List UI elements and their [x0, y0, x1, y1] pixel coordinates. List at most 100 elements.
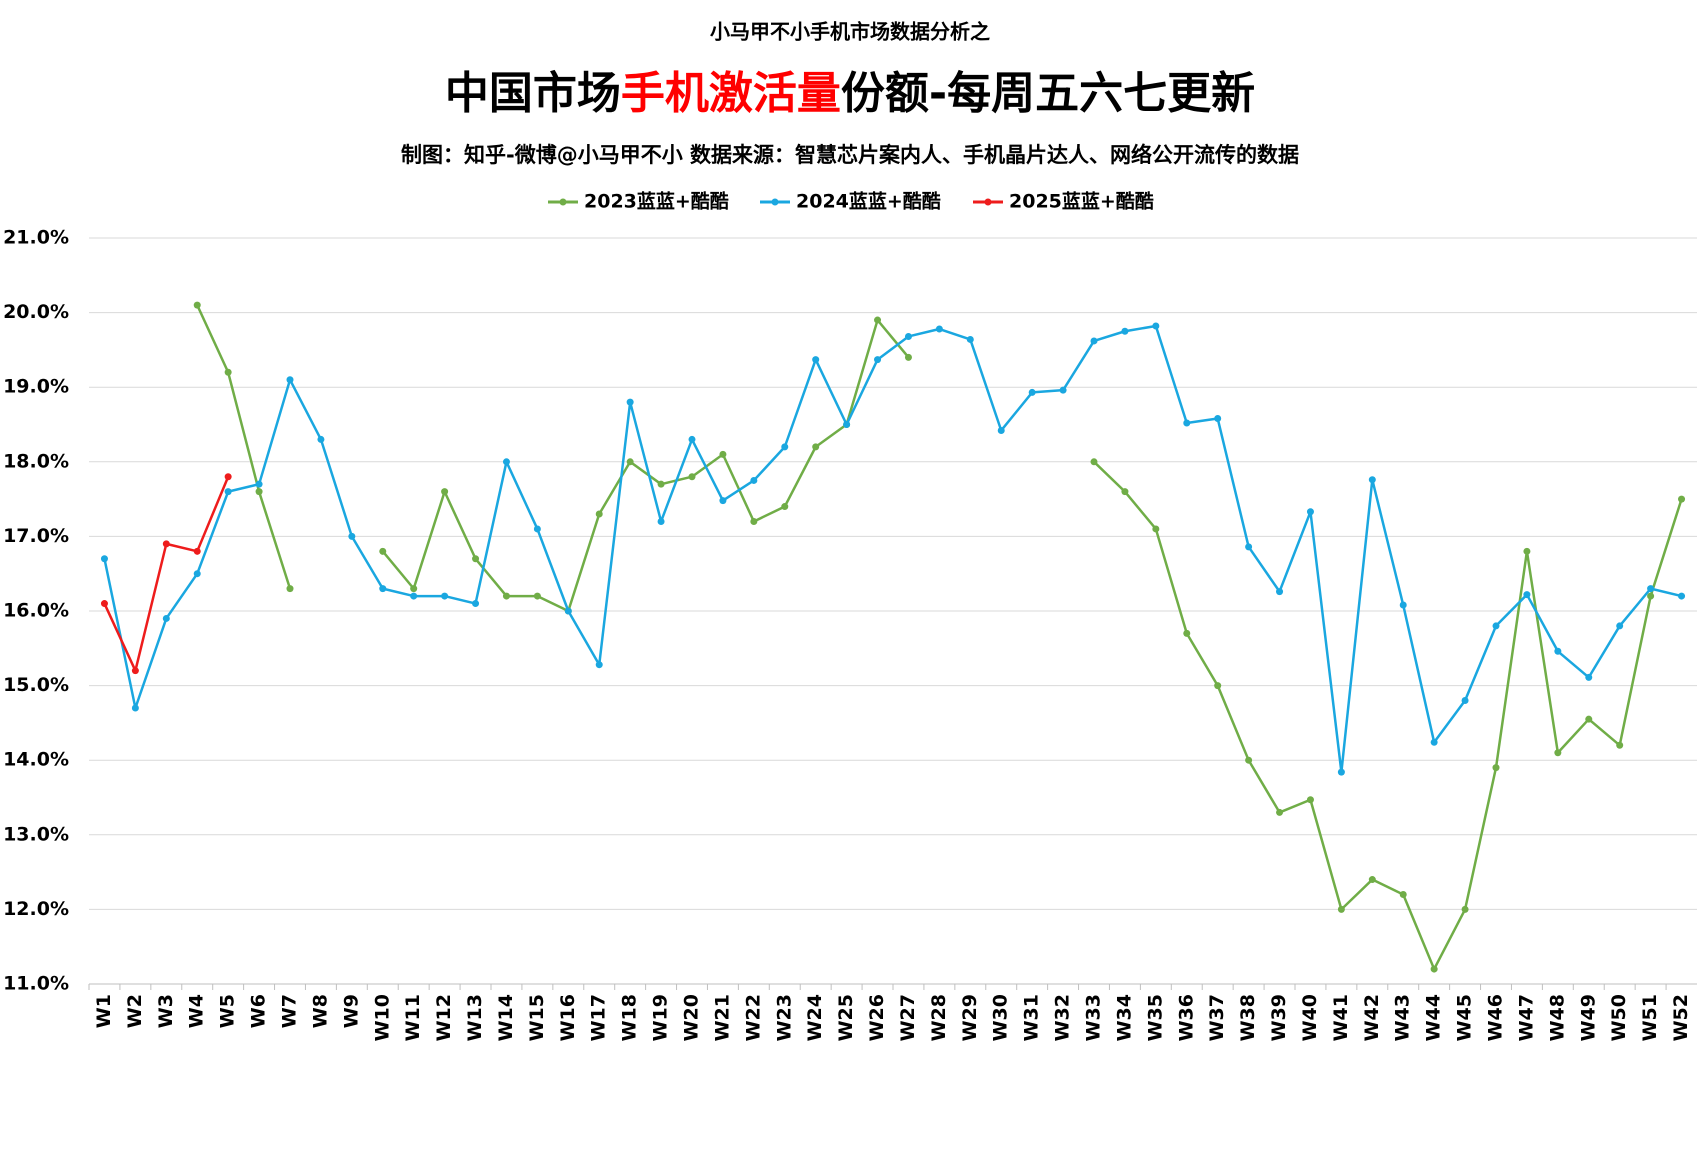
- x-tick-label: W14: [495, 994, 517, 1041]
- data-point: [1059, 386, 1067, 394]
- x-tick-label: W48: [1546, 994, 1568, 1041]
- data-point: [626, 458, 634, 466]
- x-tick-label: W52: [1670, 994, 1692, 1041]
- data-point: [472, 600, 480, 608]
- data-point: [1214, 415, 1222, 423]
- legend-marker: [984, 198, 992, 206]
- data-point: [1399, 601, 1407, 609]
- x-tick-label: W46: [1485, 994, 1507, 1041]
- supertitle: 小马甲不小手机市场数据分析之: [710, 20, 990, 44]
- data-point: [1523, 547, 1531, 555]
- x-tick-label: W43: [1392, 994, 1414, 1041]
- data-point: [966, 335, 974, 343]
- y-tick-label: 12.0%: [3, 898, 69, 920]
- x-tick-label: W11: [402, 994, 424, 1041]
- y-tick-label: 14.0%: [3, 749, 69, 771]
- data-point: [564, 607, 572, 615]
- x-tick-label: W2: [124, 994, 146, 1028]
- data-point: [193, 547, 201, 555]
- data-point: [1090, 458, 1098, 466]
- series-line: [103, 476, 230, 672]
- data-point: [1090, 337, 1098, 345]
- y-tick-label: 19.0%: [3, 376, 69, 398]
- y-tick-label: 17.0%: [3, 525, 69, 547]
- data-point: [1585, 673, 1593, 681]
- x-tick-label: W10: [371, 994, 393, 1041]
- data-point: [1183, 629, 1191, 637]
- data-point: [1616, 622, 1624, 630]
- x-tick-label: W41: [1330, 994, 1352, 1041]
- data-point: [595, 510, 603, 518]
- series-line: [196, 304, 1683, 971]
- x-tick-label: W3: [155, 994, 177, 1028]
- x-tick-label: W12: [433, 994, 455, 1041]
- x-tick-label: W7: [279, 994, 301, 1028]
- x-tick-label: W23: [773, 994, 795, 1041]
- legend-label: 2025蓝蓝+酷酷: [1009, 190, 1154, 213]
- data-point: [100, 555, 108, 563]
- x-tick-label: W17: [588, 994, 610, 1041]
- data-point: [1245, 543, 1253, 551]
- data-point: [1368, 476, 1376, 484]
- x-tick-label: W19: [650, 994, 672, 1041]
- title-part: 手机激活量: [621, 68, 841, 119]
- data-point: [688, 473, 696, 481]
- x-tick-label: W39: [1268, 994, 1290, 1041]
- title-part: 中国市场: [445, 68, 621, 119]
- data-point: [750, 517, 758, 525]
- data-point: [812, 443, 820, 451]
- x-tick-label: W50: [1608, 994, 1630, 1041]
- title-part: 份额-每周五六七更新: [841, 68, 1255, 119]
- data-point: [441, 592, 449, 600]
- x-tick-label: W45: [1454, 994, 1476, 1041]
- y-tick-label: 13.0%: [3, 823, 69, 845]
- x-tick-label: W27: [897, 994, 919, 1041]
- data-point: [286, 376, 294, 384]
- data-point: [100, 600, 108, 608]
- data-point: [1152, 525, 1160, 533]
- x-tick-label: W33: [1083, 994, 1105, 1041]
- data-point: [502, 458, 510, 466]
- y-tick-label: 11.0%: [3, 973, 69, 995]
- x-tick-label: W44: [1423, 994, 1445, 1041]
- x-tick-label: W47: [1515, 994, 1537, 1041]
- y-tick-label: 21.0%: [3, 227, 69, 249]
- data-point: [224, 488, 232, 496]
- data-point: [1616, 741, 1624, 749]
- x-tick-label: W24: [804, 994, 826, 1041]
- data-point: [1647, 592, 1655, 600]
- data-point: [533, 525, 541, 533]
- data-point: [1554, 647, 1562, 655]
- data-point: [904, 353, 912, 361]
- data-point: [410, 592, 418, 600]
- x-tick-label: W32: [1052, 994, 1074, 1041]
- x-tick-label: W30: [990, 994, 1012, 1041]
- data-point: [595, 661, 603, 669]
- x-tick-label: W9: [340, 994, 362, 1028]
- data-point: [1214, 682, 1222, 690]
- data-point: [410, 585, 418, 593]
- x-tick-label: W49: [1577, 994, 1599, 1041]
- x-tick-label: W35: [1144, 994, 1166, 1041]
- data-point: [1245, 756, 1253, 764]
- legend-label: 2023蓝蓝+酷酷: [584, 190, 729, 213]
- data-point: [719, 450, 727, 458]
- data-point: [904, 332, 912, 340]
- x-tick-label: W28: [928, 994, 950, 1041]
- data-point: [1121, 327, 1129, 335]
- data-point: [379, 547, 387, 555]
- subtitle: 制图：知乎-微博@小马甲不小 数据来源：智慧芯片案内人、手机晶片达人、网络公开流…: [401, 143, 1299, 167]
- x-tick-label: W25: [835, 994, 857, 1041]
- x-tick-label: W36: [1175, 994, 1197, 1041]
- data-point: [1306, 796, 1314, 804]
- data-point: [1121, 488, 1129, 496]
- data-point: [1183, 419, 1191, 427]
- x-tick-label: W5: [217, 994, 239, 1028]
- y-tick-label: 18.0%: [3, 450, 69, 472]
- chart-title: 中国市场手机激活量份额-每周五六七更新: [445, 68, 1255, 119]
- data-point: [626, 398, 634, 406]
- data-point: [1554, 749, 1562, 757]
- data-point: [255, 480, 263, 488]
- data-point: [224, 473, 232, 481]
- data-point: [1276, 588, 1284, 596]
